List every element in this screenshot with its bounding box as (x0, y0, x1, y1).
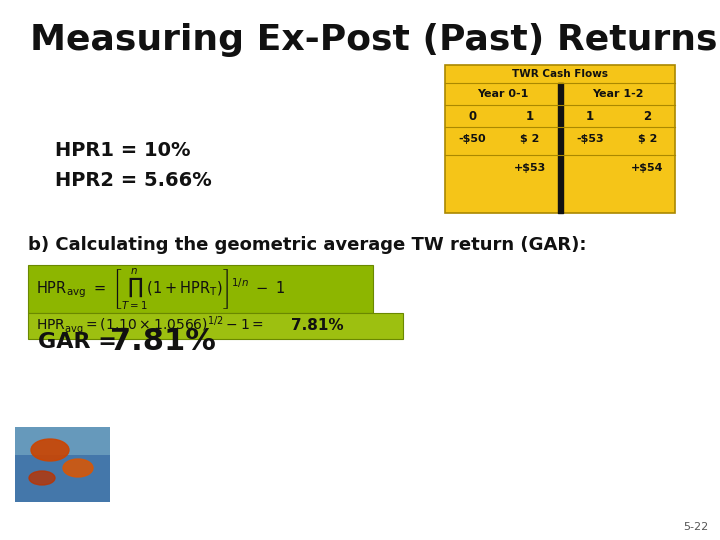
Text: -$53: -$53 (576, 134, 603, 144)
Text: $\mathsf{HPR_{avg}}=(1.10\times1.0566)^{1/2}-1=$: $\mathsf{HPR_{avg}}=(1.10\times1.0566)^{… (36, 314, 264, 338)
Text: GAR =: GAR = (38, 332, 117, 352)
Text: 5-22: 5-22 (683, 522, 708, 532)
FancyBboxPatch shape (445, 65, 675, 213)
Text: HPR1 = 10%: HPR1 = 10% (55, 140, 191, 159)
Text: $ 2: $ 2 (638, 134, 657, 144)
Text: 2: 2 (644, 110, 652, 123)
Text: 7.81%: 7.81% (291, 319, 343, 334)
Text: +$54: +$54 (631, 163, 664, 173)
Ellipse shape (29, 471, 55, 485)
Text: b) Calculating the geometric average TW return (GAR):: b) Calculating the geometric average TW … (28, 236, 587, 254)
Text: Year 1-2: Year 1-2 (592, 89, 643, 99)
Text: $\mathsf{HPR_{avg}}\ =\ \left[\prod_{T=1}^{n}(1+\mathsf{HPR_T})\right]^{1/n}\ -\: $\mathsf{HPR_{avg}}\ =\ \left[\prod_{T=1… (36, 266, 285, 312)
Text: TWR Cash Flows: TWR Cash Flows (512, 69, 608, 79)
Text: 1: 1 (586, 110, 594, 123)
Ellipse shape (63, 459, 93, 477)
Ellipse shape (31, 439, 69, 461)
FancyBboxPatch shape (15, 427, 110, 455)
Text: Measuring Ex-Post (Past) Returns: Measuring Ex-Post (Past) Returns (30, 23, 718, 57)
Text: Year 0-1: Year 0-1 (477, 89, 528, 99)
Text: +$53: +$53 (514, 163, 546, 173)
Text: HPR2 = 5.66%: HPR2 = 5.66% (55, 171, 212, 190)
FancyBboxPatch shape (28, 313, 403, 339)
Text: 0: 0 (469, 110, 477, 123)
Text: 1: 1 (526, 110, 534, 123)
Text: $ 2: $ 2 (521, 134, 540, 144)
FancyBboxPatch shape (15, 427, 110, 502)
Text: -$50: -$50 (459, 134, 487, 144)
FancyBboxPatch shape (28, 265, 373, 313)
Text: 7.81%: 7.81% (110, 327, 216, 356)
